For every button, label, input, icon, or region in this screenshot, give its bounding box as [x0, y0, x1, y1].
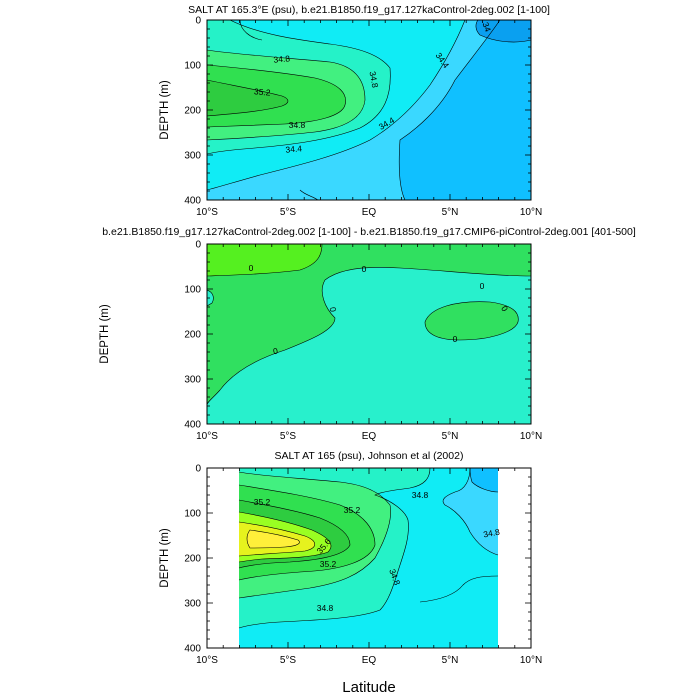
panel-1-contour-lines: [207, 20, 531, 200]
contour-label: 35.2: [254, 497, 271, 507]
x-tick-label: EQ: [362, 207, 377, 218]
x-tick-label: 5°N: [442, 655, 459, 666]
panel-2-contour-labels: 0 0 0 0 0 0 0: [249, 263, 511, 356]
y-tick-label: 0: [195, 16, 201, 27]
contour-label: 0: [499, 304, 510, 313]
x-tick-label: 5°S: [280, 431, 297, 442]
contour-label: 35.2: [320, 559, 337, 569]
x-tick-label: 10°N: [520, 655, 542, 666]
panel-1-fill: [207, 20, 531, 200]
y-tick-label: 400: [184, 420, 201, 431]
contour-label: 34.8: [368, 70, 381, 88]
panel-2-title: b.e21.B1850.f19_g17.127kaControl-2deg.00…: [102, 226, 636, 238]
y-tick-label: 0: [195, 240, 201, 251]
contour-label: 34: [481, 21, 494, 34]
x-axis-label: Latitude: [342, 679, 395, 696]
contour-label: 0: [249, 263, 254, 273]
shared-ylabel: DEPTH (m): [99, 304, 111, 364]
fill-33.8: [475, 20, 531, 43]
x-tick-label: 10°S: [196, 207, 218, 218]
contour-label: 34.8: [412, 490, 429, 500]
panel-3-fill: [238, 468, 499, 648]
contour-label: 34.8: [317, 603, 334, 613]
contour-label: 35.2: [344, 505, 361, 515]
contour-label: 34.8: [482, 527, 500, 540]
fill-diff-zero: [207, 244, 531, 405]
x-tick-label: 10°N: [520, 431, 542, 442]
y-tick-label: 400: [184, 644, 201, 655]
panel-1-ylabel: DEPTH (m): [159, 80, 171, 140]
y-tick-label: 100: [184, 61, 201, 72]
x-tick-label: 5°N: [442, 431, 459, 442]
y-tick-label: 300: [184, 375, 201, 386]
fill-34.0-corner: [470, 468, 498, 492]
panel-1-title: SALT AT 165.3°E (psu), b.e21.B1850.f19_g…: [188, 4, 550, 16]
panel-2: 0 0 0 0 0 0 0 10°S 5°S EQ 5°N 10°N 0 100 200 300 400 b.…: [102, 226, 636, 442]
y-tick-label: 0: [195, 464, 201, 475]
y-tick-label: 200: [184, 330, 201, 341]
y-tick-label: 400: [184, 196, 201, 207]
panel-3-title: SALT AT 165 (psu), Johnson et al (2002): [275, 450, 464, 462]
contour-label: 0: [272, 346, 279, 357]
contour-label: 0: [453, 334, 458, 344]
contour-label: 35.2: [254, 86, 272, 97]
panel-2-axes: 10°S 5°S EQ 5°N 10°N 0 100 200 300 400: [184, 240, 542, 443]
x-tick-label: 5°S: [280, 207, 297, 218]
y-tick-label: 300: [184, 599, 201, 610]
y-tick-label: 200: [184, 554, 201, 565]
x-tick-label: 5°S: [280, 655, 297, 666]
x-tick-label: 10°N: [520, 207, 542, 218]
fill-35.2: [207, 80, 288, 116]
x-tick-label: 10°S: [196, 655, 218, 666]
contour-label: 34.4: [285, 143, 303, 154]
y-tick-label: 200: [184, 106, 201, 117]
y-tick-label: 100: [184, 509, 201, 520]
y-tick-label: 100: [184, 285, 201, 296]
x-tick-label: 5°N: [442, 207, 459, 218]
panel-2-fill: [207, 244, 531, 424]
panel-3-ylabel: DEPTH (m): [159, 528, 171, 588]
y-tick-label: 300: [184, 151, 201, 162]
contour-label: 0: [480, 281, 485, 291]
fill-35.8: [247, 530, 300, 548]
panel-2-contour-lines: [207, 244, 531, 406]
x-tick-label: EQ: [362, 431, 377, 442]
fill-diff-blob: [425, 301, 519, 340]
panel-3-axes: 10°S 5°S EQ 5°N 10°N 0 100 200 300 400: [184, 464, 542, 667]
contour-label: 0: [362, 264, 367, 274]
fill-diff-edge: [207, 290, 214, 306]
panel-3-contour-lines: [238, 468, 499, 629]
contour-label: 34.8: [289, 120, 306, 130]
fill-diff-pos: [207, 244, 322, 276]
x-tick-label: EQ: [362, 655, 377, 666]
contour-label: 34.8: [273, 53, 291, 64]
contour-label: 0: [328, 306, 339, 313]
x-tick-label: 10°S: [196, 431, 218, 442]
panel-1-axes: 10°S 5°S EQ 5°N 10°N 0 100 200 300 400: [184, 16, 542, 219]
panel-3: 35.235.234.835.634.835.234.834.8 10°S 5°S…: [159, 450, 542, 666]
